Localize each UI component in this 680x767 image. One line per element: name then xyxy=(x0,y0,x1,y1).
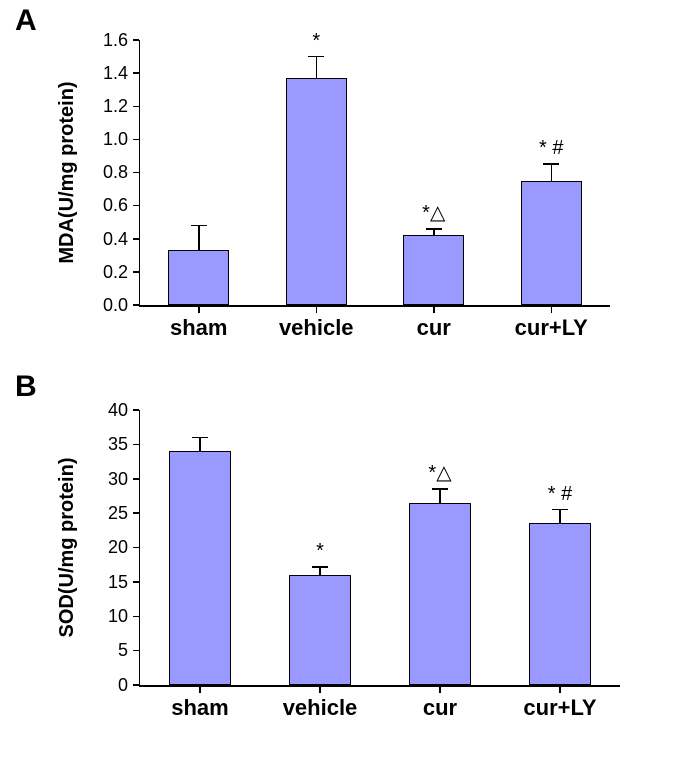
y-tick-label: 0 xyxy=(78,675,128,696)
y-tick xyxy=(133,304,139,306)
y-tick-label: 25 xyxy=(78,503,128,524)
y-tick-label: 5 xyxy=(78,640,128,661)
y-tick xyxy=(133,271,139,273)
bar xyxy=(409,503,471,685)
x-tick xyxy=(551,307,553,313)
x-tick xyxy=(316,307,318,313)
y-axis xyxy=(139,40,141,305)
y-tick xyxy=(133,72,139,74)
y-tick xyxy=(133,547,139,549)
error-bar xyxy=(559,510,561,524)
x-tick xyxy=(319,687,321,693)
x-category-label: cur xyxy=(375,315,493,341)
error-bar-cap xyxy=(543,163,559,165)
error-bar-cap xyxy=(432,488,448,490)
error-bar xyxy=(433,229,435,236)
y-tick xyxy=(133,650,139,652)
panel-label: B xyxy=(15,370,37,404)
x-tick xyxy=(433,307,435,313)
x-axis xyxy=(139,685,621,687)
y-tick-label: 1.4 xyxy=(78,63,128,84)
y-tick xyxy=(133,205,139,207)
y-tick xyxy=(133,172,139,174)
significance-marker: * # xyxy=(520,483,600,506)
x-axis xyxy=(139,305,611,307)
significance-marker: *△ xyxy=(394,200,474,225)
y-tick xyxy=(133,444,139,446)
y-tick xyxy=(133,139,139,141)
y-tick-label: 40 xyxy=(78,400,128,421)
error-bar-cap xyxy=(552,509,568,511)
x-category-label: cur+LY xyxy=(493,315,611,341)
y-tick-label: 1.6 xyxy=(78,30,128,51)
y-tick xyxy=(133,106,139,108)
x-category-label: vehicle xyxy=(260,695,380,721)
error-bar-cap xyxy=(191,225,207,227)
y-axis-label: SOD(U/mg protein) xyxy=(56,410,79,685)
y-tick xyxy=(133,478,139,480)
y-axis xyxy=(139,410,141,685)
significance-marker: * xyxy=(280,540,360,563)
error-bar-cap xyxy=(426,228,442,230)
bar-chart: 0.00.20.40.60.81.01.21.41.6MDA(U/mg prot… xyxy=(140,40,610,305)
y-tick xyxy=(133,409,139,411)
error-bar-cap xyxy=(308,56,324,58)
y-tick xyxy=(133,512,139,514)
y-tick-label: 0.6 xyxy=(78,195,128,216)
error-bar xyxy=(319,567,321,575)
significance-marker: *△ xyxy=(400,460,480,485)
y-tick xyxy=(133,238,139,240)
significance-marker: * # xyxy=(511,137,591,160)
error-bar xyxy=(199,438,201,452)
y-tick-label: 15 xyxy=(78,572,128,593)
x-tick xyxy=(198,307,200,313)
bar xyxy=(529,523,591,685)
error-bar xyxy=(551,164,553,181)
panel-label: A xyxy=(15,4,37,38)
error-bar-cap xyxy=(312,566,328,568)
bar xyxy=(403,235,464,305)
bar xyxy=(521,181,582,305)
y-tick-label: 10 xyxy=(78,606,128,627)
y-tick-label: 0.2 xyxy=(78,262,128,283)
error-bar xyxy=(198,226,200,251)
y-tick-label: 1.0 xyxy=(78,129,128,150)
y-tick-label: 0.0 xyxy=(78,295,128,316)
y-tick-label: 0.8 xyxy=(78,162,128,183)
error-bar xyxy=(439,489,441,503)
y-tick xyxy=(133,39,139,41)
y-tick-label: 0.4 xyxy=(78,229,128,250)
x-category-label: vehicle xyxy=(258,315,376,341)
x-category-label: cur+LY xyxy=(500,695,620,721)
error-bar xyxy=(316,57,318,79)
y-tick-label: 20 xyxy=(78,537,128,558)
bar xyxy=(169,451,231,685)
y-tick xyxy=(133,581,139,583)
y-tick xyxy=(133,616,139,618)
y-tick-label: 30 xyxy=(78,469,128,490)
x-tick xyxy=(439,687,441,693)
x-category-label: sham xyxy=(140,695,260,721)
x-tick xyxy=(199,687,201,693)
x-tick xyxy=(559,687,561,693)
error-bar-cap xyxy=(192,437,208,439)
bar xyxy=(286,78,347,305)
bar-chart: 0510152025303540SOD(U/mg protein)sham*ve… xyxy=(140,410,620,685)
bar xyxy=(289,575,351,685)
x-category-label: cur xyxy=(380,695,500,721)
y-axis-label: MDA(U/mg protein) xyxy=(56,40,79,305)
bar xyxy=(168,250,229,305)
y-tick-label: 35 xyxy=(78,434,128,455)
y-tick-label: 1.2 xyxy=(78,96,128,117)
x-category-label: sham xyxy=(140,315,258,341)
significance-marker: * xyxy=(276,30,356,53)
y-tick xyxy=(133,684,139,686)
